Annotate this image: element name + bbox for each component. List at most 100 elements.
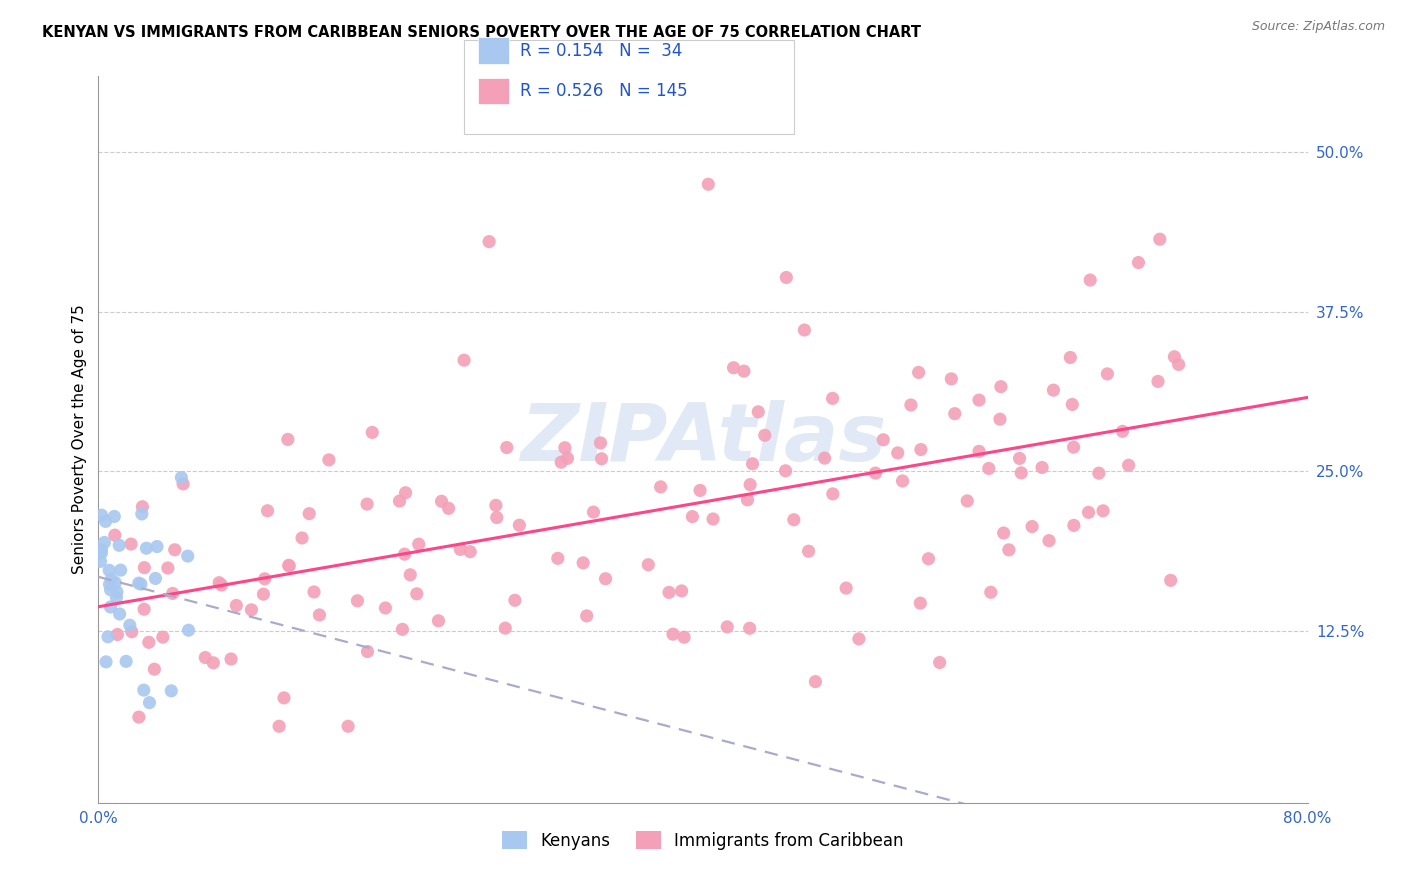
Point bbox=[503, 593, 526, 607]
Point bbox=[1128, 255, 1150, 269]
Point bbox=[131, 507, 153, 521]
Point bbox=[160, 683, 183, 698]
Point bbox=[391, 623, 413, 637]
Point bbox=[733, 364, 755, 378]
Point bbox=[128, 710, 150, 724]
Point bbox=[998, 542, 1021, 557]
Point bbox=[554, 441, 576, 455]
Point bbox=[108, 607, 131, 621]
Point bbox=[671, 583, 693, 598]
Point bbox=[589, 436, 612, 450]
Point bbox=[278, 558, 301, 573]
Point bbox=[170, 470, 193, 484]
Point bbox=[356, 644, 378, 658]
Point bbox=[453, 353, 475, 368]
Point bbox=[650, 480, 672, 494]
Point bbox=[494, 621, 516, 635]
Point bbox=[135, 541, 157, 556]
Point bbox=[495, 441, 517, 455]
Point bbox=[872, 433, 894, 447]
Point bbox=[967, 444, 990, 458]
Point bbox=[152, 630, 174, 644]
Point bbox=[408, 537, 430, 551]
Point bbox=[219, 652, 242, 666]
Point bbox=[702, 512, 724, 526]
Point bbox=[1063, 518, 1085, 533]
Point bbox=[1088, 466, 1111, 480]
Point bbox=[118, 618, 141, 632]
Point bbox=[177, 624, 200, 638]
Point bbox=[108, 538, 131, 552]
Point bbox=[337, 719, 360, 733]
Text: ZIPAtlas: ZIPAtlas bbox=[520, 401, 886, 478]
Point bbox=[430, 494, 453, 508]
Point bbox=[550, 455, 572, 469]
Point bbox=[138, 635, 160, 649]
Point bbox=[741, 457, 763, 471]
Point bbox=[405, 587, 427, 601]
Point bbox=[723, 360, 745, 375]
Point bbox=[202, 656, 225, 670]
Point bbox=[1147, 375, 1170, 389]
Point bbox=[1008, 451, 1031, 466]
Point bbox=[478, 235, 501, 249]
Text: R = 0.526   N = 145: R = 0.526 N = 145 bbox=[520, 82, 688, 100]
Point bbox=[485, 499, 508, 513]
Point bbox=[162, 586, 184, 600]
Point bbox=[575, 608, 598, 623]
Point bbox=[1149, 232, 1171, 246]
Point bbox=[595, 572, 617, 586]
Point bbox=[891, 474, 914, 488]
Point bbox=[399, 567, 422, 582]
Point bbox=[394, 485, 416, 500]
Point bbox=[988, 412, 1011, 426]
Point bbox=[1092, 504, 1115, 518]
Point bbox=[865, 466, 887, 480]
Point bbox=[146, 540, 169, 554]
Point bbox=[128, 576, 150, 591]
Point bbox=[1031, 460, 1053, 475]
Point bbox=[94, 515, 117, 529]
Point bbox=[172, 476, 194, 491]
Point bbox=[89, 554, 111, 568]
Y-axis label: Seniors Poverty Over the Age of 75: Seniors Poverty Over the Age of 75 bbox=[72, 304, 87, 574]
Point bbox=[104, 575, 127, 590]
Point bbox=[225, 599, 247, 613]
Point bbox=[346, 594, 368, 608]
Point bbox=[591, 451, 613, 466]
Point bbox=[177, 549, 200, 563]
Point bbox=[110, 563, 132, 577]
Point bbox=[374, 601, 396, 615]
Point bbox=[848, 632, 870, 646]
Point bbox=[1042, 383, 1064, 397]
Point bbox=[291, 531, 314, 545]
Point bbox=[485, 510, 508, 524]
Point bbox=[775, 464, 797, 478]
Point bbox=[673, 630, 696, 644]
Point bbox=[1059, 351, 1081, 365]
Point bbox=[100, 600, 122, 615]
Point bbox=[716, 620, 738, 634]
Point bbox=[821, 392, 844, 406]
Point bbox=[356, 497, 378, 511]
Point bbox=[105, 591, 128, 605]
Point bbox=[131, 500, 153, 514]
Point bbox=[277, 558, 299, 573]
Point bbox=[547, 551, 569, 566]
Text: KENYAN VS IMMIGRANTS FROM CARIBBEAN SENIORS POVERTY OVER THE AGE OF 75 CORRELATI: KENYAN VS IMMIGRANTS FROM CARIBBEAN SENI… bbox=[42, 25, 921, 40]
Point bbox=[1160, 574, 1182, 588]
Point bbox=[134, 560, 156, 574]
Point bbox=[194, 650, 217, 665]
Point bbox=[1111, 425, 1133, 439]
Point bbox=[582, 505, 605, 519]
Point bbox=[107, 627, 129, 641]
Point bbox=[94, 655, 117, 669]
Point bbox=[662, 627, 685, 641]
Point bbox=[427, 614, 450, 628]
Point bbox=[308, 607, 330, 622]
Point bbox=[1078, 273, 1101, 287]
Point bbox=[990, 379, 1012, 393]
Point bbox=[658, 585, 681, 599]
Point bbox=[697, 178, 720, 192]
Point bbox=[156, 561, 179, 575]
